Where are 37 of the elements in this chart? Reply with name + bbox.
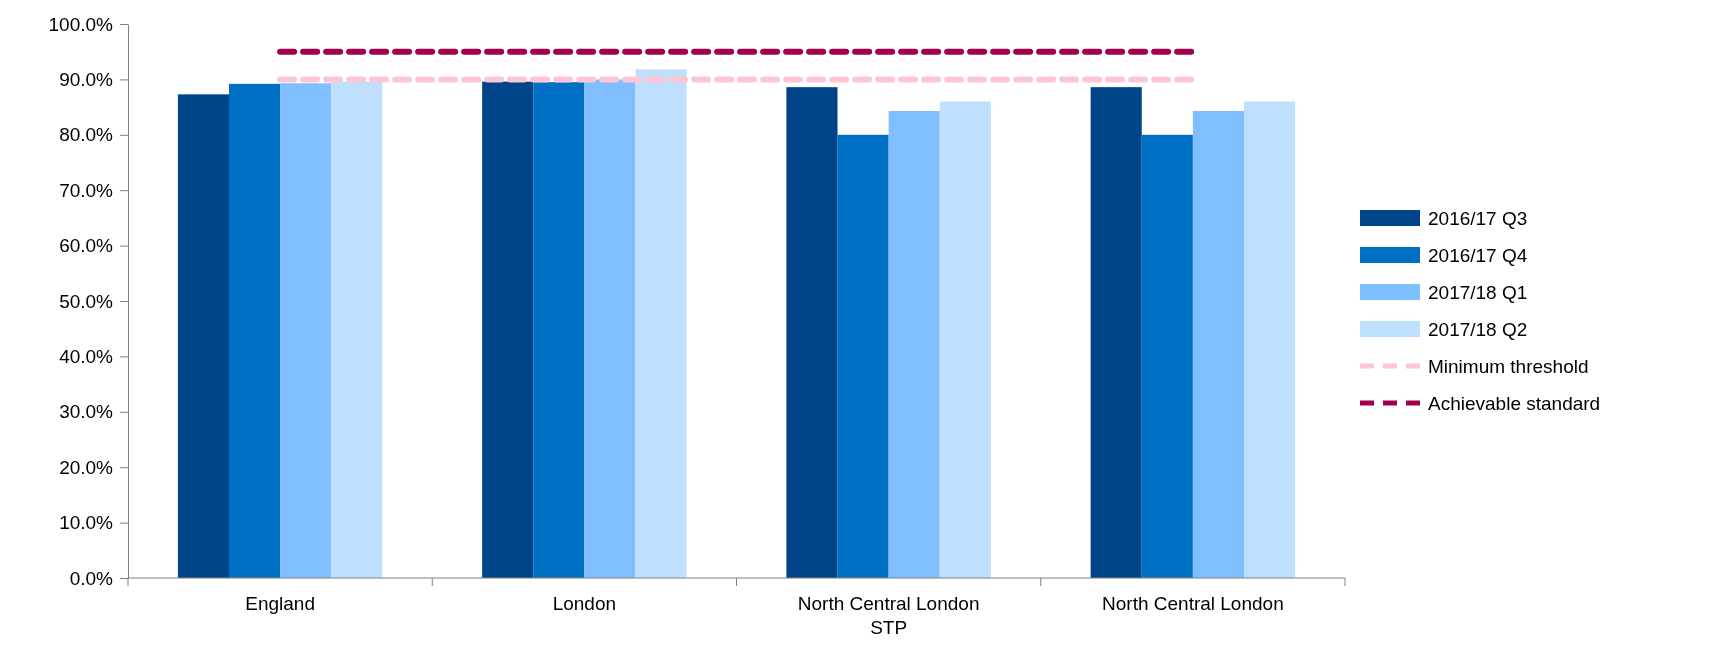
y-tick-label: 40.0%: [59, 345, 114, 367]
legend-label: 2016/17 Q3: [1428, 208, 1528, 229]
bar: [1090, 87, 1142, 578]
bar: [584, 79, 636, 578]
x-tick-label: North Central London: [1102, 593, 1284, 614]
y-tick-label: 60.0%: [59, 235, 114, 257]
y-tick-label: 70.0%: [59, 179, 114, 201]
legend-label: 2017/18 Q1: [1428, 282, 1528, 303]
bar: [1141, 134, 1193, 578]
y-tick-label: 30.0%: [59, 401, 114, 423]
bar: [280, 83, 332, 578]
y-tick-label: 0.0%: [69, 567, 114, 589]
x-tick-label: England: [245, 593, 315, 614]
x-tick-label: North Central London STP: [797, 593, 980, 638]
bar: [635, 69, 687, 578]
bar: [888, 110, 940, 578]
legend-label: 2016/17 Q4: [1428, 245, 1528, 266]
bar: [533, 82, 585, 578]
y-tick-label: 100.0%: [48, 13, 114, 35]
bar: [482, 81, 534, 578]
bar: [229, 83, 281, 578]
bar: [1243, 101, 1296, 578]
y-tick-label: 90.0%: [59, 68, 114, 90]
bar: [331, 81, 383, 578]
legend-label: 2017/18 Q2: [1428, 319, 1528, 340]
legend-label: Minimum threshold: [1428, 356, 1589, 377]
y-tick-label: 80.0%: [59, 124, 114, 146]
bar: [837, 134, 889, 578]
bar: [177, 94, 230, 578]
bar: [939, 101, 991, 578]
y-tick-label: 20.0%: [59, 456, 114, 478]
legend-label: Achievable standard: [1428, 393, 1601, 414]
bar: [786, 87, 838, 578]
y-tick-label: 50.0%: [59, 290, 114, 312]
bar: [1192, 110, 1244, 578]
y-tick-label: 10.0%: [59, 512, 114, 534]
x-tick-label: London: [552, 593, 617, 614]
